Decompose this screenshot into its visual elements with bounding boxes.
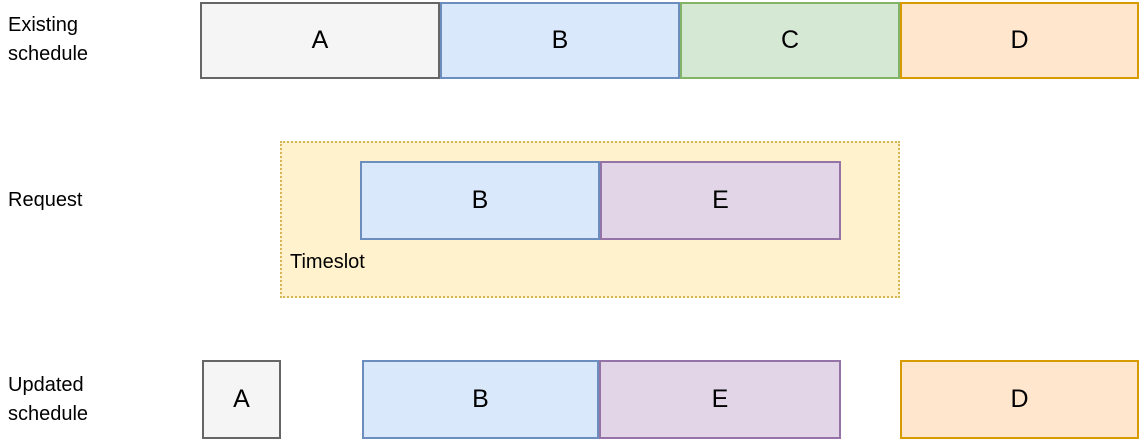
block-request-b: B (360, 161, 600, 240)
block-updated-e: E (599, 360, 841, 439)
block-request-e: E (600, 161, 841, 240)
timeslot-label: Timeslot (290, 251, 365, 273)
request-label: Request (8, 189, 83, 211)
block-updated-d: D (900, 360, 1139, 439)
existing-schedule-label: Existing schedule (8, 14, 89, 65)
updated-schedule-label: Updated schedule (8, 374, 89, 425)
block-existing-a: A (200, 2, 440, 79)
block-updated-a: A (202, 360, 281, 439)
block-existing-c: C (680, 2, 900, 79)
block-existing-d: D (900, 2, 1139, 79)
block-existing-b: B (440, 2, 680, 79)
block-updated-b: B (362, 360, 599, 439)
